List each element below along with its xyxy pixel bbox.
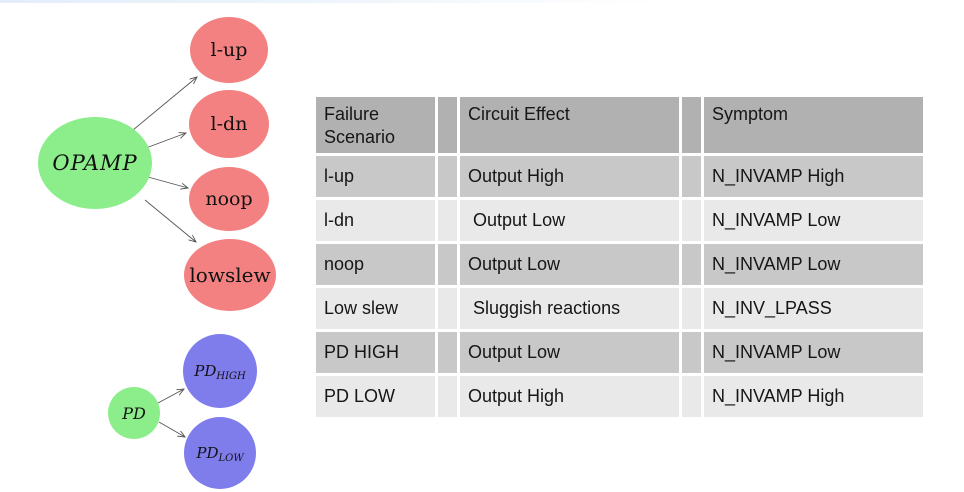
cell-effect: Sluggish reactions [460,288,679,329]
top-accent-strip [0,0,700,3]
fault-tree-diagram: OPAMP l-up l-dn noop lowslew PD PDHIGH [38,17,276,489]
header-circuit-effect: Circuit Effect [460,97,679,153]
node-pdlow-subscript: LOW [218,453,245,464]
node-opamp-label: OPAMP [52,151,137,175]
table-row: l-dn Output Low N_INVAMP Low [316,200,923,241]
node-pdlow: PDLOW [184,417,256,489]
cell-spacer [438,200,457,241]
node-lowslew-shape [184,239,276,311]
node-pd-label: PD [121,404,146,423]
header-spacer [438,97,457,153]
pd-edges [157,389,185,437]
opamp-edges [132,77,197,242]
node-pdhigh-shape [183,334,257,408]
cell-effect: Output High [460,156,679,197]
edge-opamp-noop [147,176,188,188]
table-row: noop Output Low N_INVAMP Low [316,244,923,285]
cell-spacer [682,156,701,197]
cell-scenario: l-dn [316,200,435,241]
node-opamp: OPAMP [38,117,152,209]
node-pdlow-base: PD [195,444,218,462]
edge-opamp-ldn [145,133,186,149]
node-pdhigh: PDHIGH [183,334,257,408]
cell-spacer [682,200,701,241]
header-spacer [682,97,701,153]
node-ldn: l-dn [189,90,269,158]
cell-effect: Output Low [460,332,679,373]
cell-spacer [438,332,457,373]
header-failure-scenario: Failure Scenario [316,97,435,153]
node-ldn-label: l-dn [211,113,248,135]
edge-opamp-lowslew [144,199,196,242]
cell-symptom: N_INVAMP Low [704,200,923,241]
node-noop-label: noop [205,188,252,210]
cell-scenario: PD HIGH [316,332,435,373]
node-pdlow-shape [184,417,256,489]
cell-spacer [682,288,701,329]
node-opamp-shape [38,117,152,209]
cell-effect: Output Low [460,200,679,241]
cell-spacer [438,156,457,197]
node-pdlow-label: PDLOW [195,444,244,464]
cell-scenario: l-up [316,156,435,197]
table-row: PD HIGH Output Low N_INVAMP Low [316,332,923,373]
table-row: PD LOW Output High N_INVAMP High [316,376,923,417]
node-pdhigh-subscript: HIGH [215,371,246,382]
node-lowslew: lowslew [184,239,276,311]
cell-effect: Output High [460,376,679,417]
node-lup: l-up [190,17,268,83]
node-noop: noop [189,167,269,231]
header-symptom: Symptom [704,97,923,153]
edge-opamp-lup [132,77,197,131]
cell-spacer [682,244,701,285]
cell-spacer [438,244,457,285]
cell-scenario: Low slew [316,288,435,329]
cell-spacer [438,288,457,329]
cell-symptom: N_INVAMP High [704,156,923,197]
edge-pd-pdhigh [157,389,184,404]
node-ldn-shape [189,90,269,158]
node-pd: PD [108,387,160,439]
cell-symptom: N_INVAMP Low [704,332,923,373]
failure-scenario-table: Failure Scenario Circuit Effect Symptom … [313,94,926,420]
cell-spacer [438,376,457,417]
node-lowslew-label: lowslew [189,263,270,287]
node-noop-shape [189,167,269,231]
edge-pd-pdlow [158,421,185,437]
cell-symptom: N_INVAMP Low [704,244,923,285]
table-row: Low slew Sluggish reactions N_INV_LPASS [316,288,923,329]
table-row: l-up Output High N_INVAMP High [316,156,923,197]
cell-effect: Output Low [460,244,679,285]
node-lup-label: l-up [211,39,248,61]
node-pdhigh-base: PD [193,362,216,380]
table-header-row: Failure Scenario Circuit Effect Symptom [316,97,923,153]
cell-scenario: PD LOW [316,376,435,417]
node-pdhigh-label: PDHIGH [193,362,246,382]
node-pd-shape [108,387,160,439]
cell-spacer [682,376,701,417]
cell-scenario: noop [316,244,435,285]
cell-symptom: N_INVAMP High [704,376,923,417]
cell-symptom: N_INV_LPASS [704,288,923,329]
node-lup-shape [190,17,268,83]
cell-spacer [682,332,701,373]
